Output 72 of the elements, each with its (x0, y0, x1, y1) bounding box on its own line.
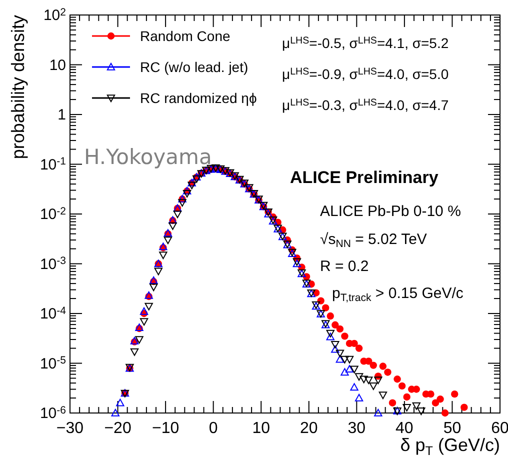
y-tick-label: 1 (58, 106, 66, 124)
point (173, 210, 182, 218)
point (188, 182, 196, 190)
point (135, 336, 144, 344)
point (360, 376, 368, 384)
point (331, 340, 340, 348)
y-tick-label: 10$^{-1}$ (40, 156, 66, 174)
annotation: ALICE Pb-Pb 0-10 % (320, 203, 461, 220)
point (144, 302, 153, 310)
point (364, 376, 373, 384)
point (374, 376, 382, 384)
x-tick-label: −30 (56, 420, 84, 437)
legend-label: Random Cone (140, 28, 230, 44)
point (350, 366, 358, 374)
point (417, 408, 426, 416)
annotation: H.Yokoyama (84, 145, 212, 169)
point (412, 402, 420, 410)
y-axis-title: probability density (8, 15, 28, 160)
point (164, 236, 172, 244)
point (154, 268, 162, 276)
point (168, 222, 177, 230)
y-tick-label: 10$^{-5}$ (40, 354, 66, 372)
annotation: √s$_{NN}$ = 5.02 TeV (320, 231, 427, 250)
x-tick-label: −20 (104, 420, 132, 437)
point (374, 408, 382, 416)
y-tick-label: 10$^{-2}$ (40, 205, 66, 223)
y-tick-label: 10$^{-4}$ (40, 304, 66, 322)
point (140, 318, 148, 326)
y-tick-label: 10$^{-3}$ (40, 255, 66, 273)
x-tick-label: 40 (396, 420, 414, 437)
annotation: μ$^{LHS}$=-0.5, σ$^{LHS}$=4.1, σ=5.2 (282, 35, 449, 51)
annotation: ALICE Preliminary (290, 168, 439, 187)
x-tick-label: 30 (348, 420, 366, 437)
point (326, 332, 334, 340)
point (354, 394, 364, 402)
point (159, 252, 168, 260)
legend-label: RC (w/o lead. jet) (140, 59, 248, 75)
legend-label: RC randomized ηϕ (140, 90, 257, 106)
point (336, 350, 344, 358)
x-tick-label: −10 (152, 420, 180, 437)
point (402, 404, 411, 412)
y-tick-label: 10 (49, 56, 66, 74)
x-tick-label: 20 (300, 420, 318, 437)
annotation: μ$^{LHS}$=-0.3, σ$^{LHS}$=4.0, σ=4.7 (282, 97, 449, 113)
annotation: R = 0.2 (320, 258, 369, 275)
point (116, 398, 124, 406)
point (331, 345, 340, 353)
annotation: μ$^{LHS}$=-0.9, σ$^{LHS}$=4.0, σ=5.0 (282, 66, 449, 82)
x-tick-label: 60 (491, 420, 508, 437)
x-axis-title: δ p$_{T}$ (GeV/c) (400, 435, 500, 458)
point (345, 365, 354, 373)
point (340, 356, 349, 364)
x-tick-label: 10 (252, 420, 270, 437)
point (182, 190, 192, 198)
point (130, 348, 139, 356)
point (340, 368, 349, 376)
point (111, 408, 120, 416)
annotation: p$_{T,track}$ > 0.15 GeV/c (332, 285, 464, 304)
point (378, 392, 388, 400)
x-tick-label: 0 (208, 420, 218, 437)
point (140, 307, 148, 315)
point (369, 382, 378, 390)
point (354, 373, 364, 381)
point (336, 355, 344, 363)
point (350, 383, 358, 391)
y-tick-label: 10$^{2}$ (43, 6, 66, 24)
point (326, 330, 334, 338)
point (345, 356, 354, 364)
point (178, 199, 186, 207)
y-tick-label: 10$^{-6}$ (40, 404, 66, 422)
point (150, 284, 158, 292)
x-tick-label: 50 (443, 420, 462, 437)
